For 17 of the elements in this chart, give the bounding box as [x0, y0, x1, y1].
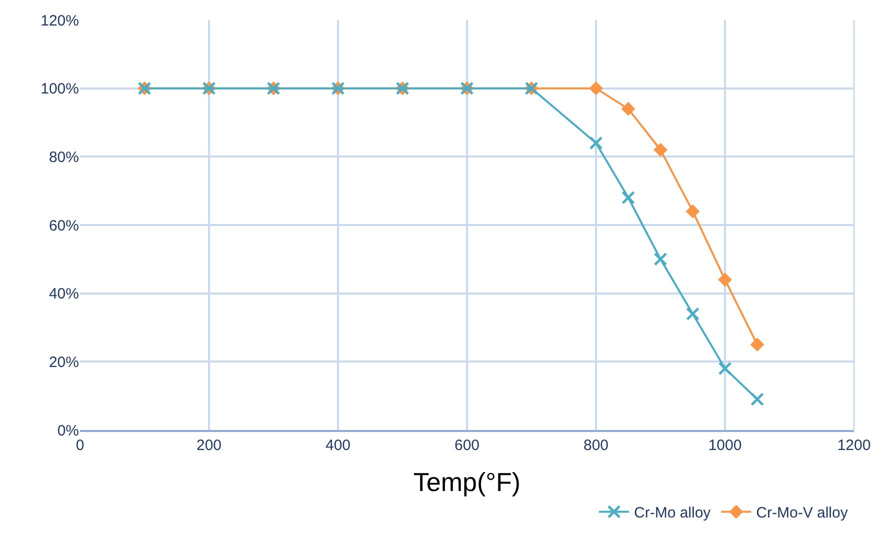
y-tick-label: 80%	[48, 148, 79, 166]
legend-label: Cr-Mo alloy	[634, 504, 712, 522]
y-tick-label: 20%	[48, 354, 79, 371]
x-tick-label: 1200	[837, 437, 871, 454]
y-tick-label: 0%	[57, 422, 79, 440]
x-axis-title: Temp(°F)	[413, 467, 521, 498]
x-tick-label: 0	[76, 437, 84, 454]
x-tick-label: 600	[454, 437, 480, 454]
x-tick-label: 800	[583, 437, 609, 454]
x-tick-label: 1000	[708, 437, 742, 454]
y-tick-label: 60%	[48, 217, 79, 234]
x-tick-label: 200	[196, 437, 222, 454]
x-tick-label: 400	[325, 437, 351, 454]
y-tick-label: 100%	[40, 80, 79, 98]
y-tick-label: 120%	[40, 12, 79, 30]
y-tick-label: 40%	[48, 286, 79, 303]
legend-label: Cr-Mo-V alloy	[756, 504, 848, 522]
